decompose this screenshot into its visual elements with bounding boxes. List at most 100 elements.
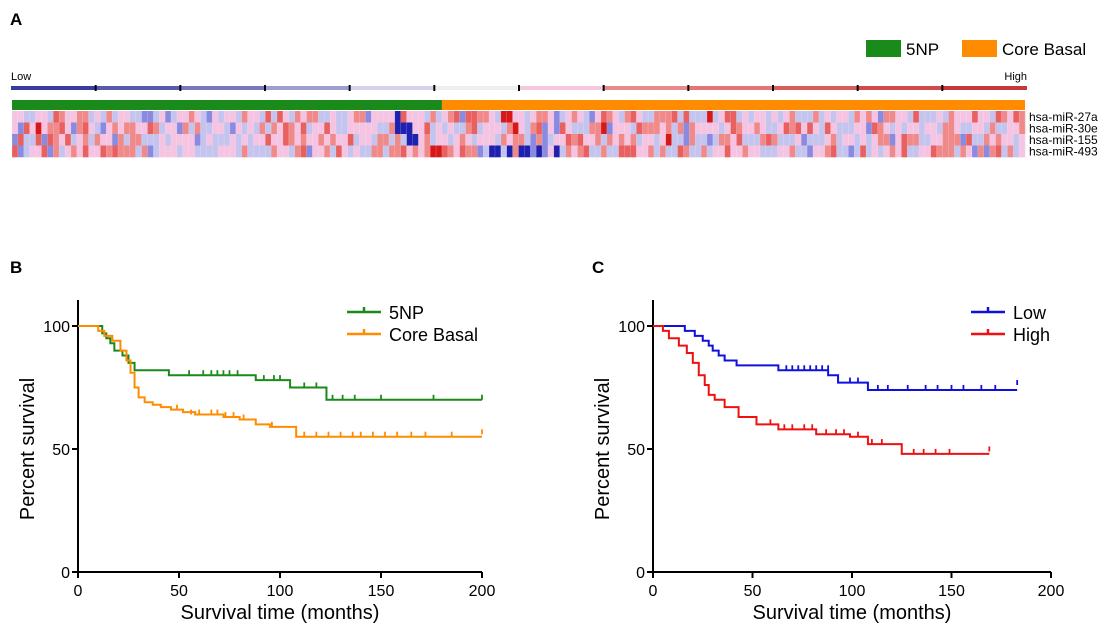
- scale-segment: [180, 86, 265, 90]
- heatmap-cell: [636, 111, 643, 123]
- heatmap-cell: [1013, 122, 1020, 135]
- heatmap-cell: [836, 122, 843, 135]
- heatmap-cell: [312, 145, 319, 158]
- group-bar-core-basal: [441, 100, 1025, 110]
- heatmap-cell: [200, 122, 207, 135]
- heatmap-cell: [542, 111, 549, 123]
- heatmap-cell: [801, 134, 808, 146]
- heatmap-cell: [824, 122, 831, 135]
- heatmap-cell: [907, 111, 914, 123]
- heatmap-cell: [65, 111, 72, 123]
- heatmap-cell: [671, 122, 678, 135]
- heatmap-cell: [600, 122, 608, 135]
- heatmap-cell: [436, 145, 443, 158]
- heatmap-cell: [553, 145, 561, 158]
- heatmap-cell: [754, 111, 761, 123]
- scale-segment: [688, 86, 773, 90]
- heatmap-cell: [353, 111, 360, 123]
- heatmap-cell: [612, 111, 619, 123]
- heatmap-cell: [854, 145, 861, 158]
- heatmap-cell: [636, 145, 643, 158]
- heatmap-cell: [29, 111, 36, 123]
- heatmap-cell: [789, 145, 796, 158]
- heatmap-cell: [118, 134, 125, 146]
- x-tick-label: 100: [267, 583, 294, 600]
- heatmap-cell: [359, 111, 366, 123]
- heatmap-cell: [259, 122, 266, 135]
- heatmap-cell: [324, 145, 331, 158]
- heatmap-cell: [153, 111, 160, 123]
- heatmap-cell: [253, 122, 260, 135]
- heatmap-cell: [306, 134, 313, 146]
- heatmap-cell: [936, 122, 943, 135]
- heatmap-cell: [913, 122, 920, 135]
- heatmap-cell: [59, 122, 66, 135]
- heatmap-cell: [182, 145, 189, 158]
- heatmap-cell: [559, 145, 566, 158]
- heatmap-cell: [200, 134, 207, 146]
- heatmap-cell: [983, 122, 990, 135]
- heatmap-cell: [494, 145, 502, 158]
- heatmap-cell: [818, 111, 826, 123]
- x-tick-label: 0: [74, 583, 83, 600]
- heatmap-cell: [94, 111, 101, 123]
- heatmap-cell: [812, 145, 820, 158]
- heatmap-cell: [153, 134, 160, 146]
- heatmap-cell: [712, 134, 720, 146]
- y-tick-label: 0: [61, 565, 70, 582]
- heatmap-cell: [224, 134, 231, 146]
- heatmap-legend: 5NP Core Basal: [866, 40, 1086, 59]
- heatmap-cell: [901, 134, 908, 146]
- heatmap-cell: [865, 145, 873, 158]
- heatmap-cell: [536, 122, 543, 135]
- heatmap-cell: [430, 111, 437, 123]
- heatmap-cell: [365, 134, 372, 146]
- heatmap-cell: [194, 122, 201, 135]
- heatmap-cell: [748, 134, 755, 146]
- heatmap-cell: [494, 122, 502, 135]
- x-tick-label: 50: [170, 583, 188, 600]
- heatmap-cell: [595, 111, 602, 123]
- heatmap-cell: [29, 145, 36, 158]
- heatmap-cell: [736, 122, 743, 135]
- heatmap-cell: [153, 145, 160, 158]
- heatmap-cell: [606, 134, 614, 146]
- heatmap-cell: [394, 111, 402, 123]
- heatmap-cell: [1007, 145, 1014, 158]
- survival-curve-high: [653, 325, 990, 455]
- scale-segment: [519, 86, 604, 90]
- heatmap-cell: [530, 145, 537, 158]
- heatmap-cell: [441, 111, 449, 123]
- heatmap-cell: [353, 145, 360, 158]
- heatmap-cell: [983, 111, 990, 123]
- heatmap-cell: [365, 145, 372, 158]
- heatmap-cell: [430, 134, 437, 146]
- heatmap-cell: [112, 111, 119, 123]
- heatmap-cell: [70, 111, 78, 123]
- heatmap-cell: [123, 145, 131, 158]
- heatmap-cell: [754, 134, 761, 146]
- heatmap-cell: [983, 145, 990, 158]
- heatmap-cell: [630, 145, 637, 158]
- heatmap-cell: [877, 122, 884, 135]
- heatmap-cell: [624, 111, 631, 123]
- heatmap-cell: [583, 134, 590, 146]
- heatmap-cell: [388, 111, 396, 123]
- heatmap-cell: [624, 145, 631, 158]
- heatmap-cell: [335, 122, 343, 135]
- heatmap-cell: [383, 122, 390, 135]
- heatmap-cell: [724, 111, 731, 123]
- heatmap-cell: [777, 111, 784, 123]
- heatmap-cell: [418, 111, 425, 123]
- heatmap-cell: [141, 122, 148, 135]
- heatmap-cell: [400, 134, 407, 146]
- heatmap-cell: [165, 134, 172, 146]
- legend-label-5np: 5NP: [906, 40, 939, 59]
- heatmap-cell: [118, 111, 125, 123]
- heatmap-cell: [459, 145, 466, 158]
- heatmap-cell: [824, 134, 831, 146]
- heatmap-cell: [583, 111, 590, 123]
- heatmap-cell: [359, 134, 366, 146]
- heatmap-panel: 5NP Core Basal Low High hsa-miR-27ahsa-miR-3…: [11, 40, 1098, 159]
- heatmap-cell: [465, 111, 472, 123]
